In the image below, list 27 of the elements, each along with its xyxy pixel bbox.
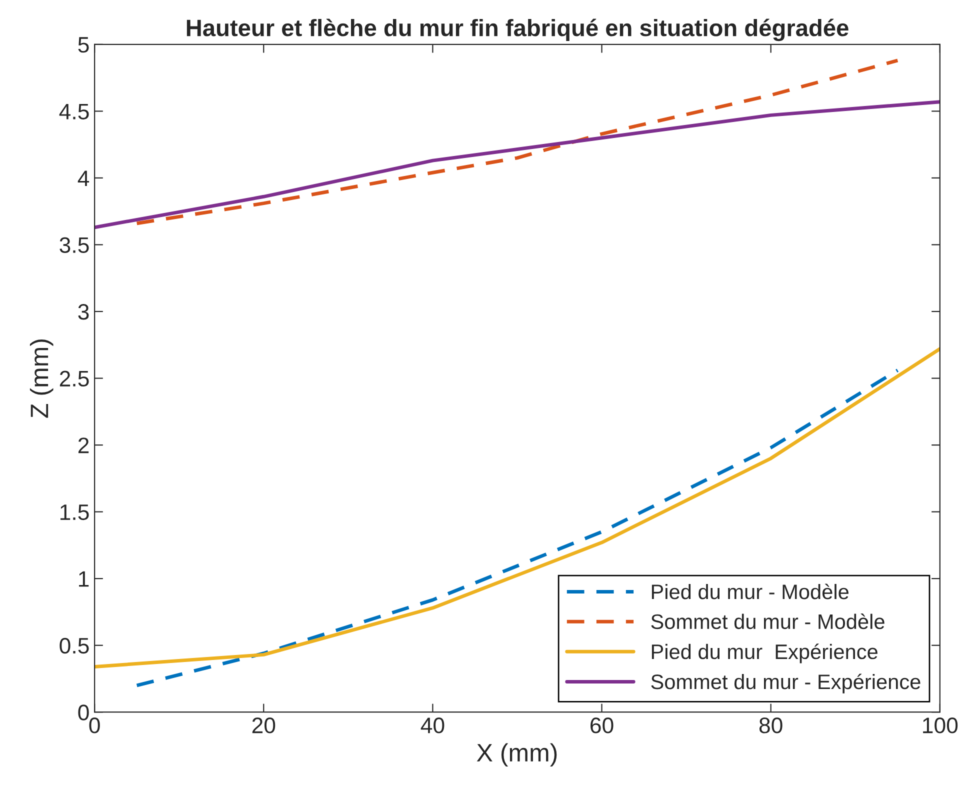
y-tick-label: 2.5 (60, 370, 89, 387)
legend-label: Sommet du mur - Modèle (651, 614, 884, 630)
y-tick-label: 1.5 (60, 504, 89, 520)
y-tick-label: 0.5 (60, 638, 89, 654)
y-tick-label: 1 (79, 571, 89, 587)
x-tick-label: 100 (923, 718, 958, 734)
legend-label: Pied du mur - Modèle (652, 584, 848, 600)
y-tick-label: 4 (78, 170, 90, 186)
line-series (135, 58, 900, 226)
chart-title: Hauteur et flèche du mur fin fabriqué en situation dégradée (186, 18, 848, 42)
x-axis-title: X (mm) (476, 743, 557, 767)
line-series (94, 347, 940, 668)
x-tick-label: 60 (590, 718, 614, 734)
x-tick-label: 0 (89, 718, 100, 734)
y-tick-label: 3.5 (60, 237, 89, 253)
y-axis-title: Z (mm) (30, 340, 54, 418)
y-tick-label: 4.5 (59, 104, 89, 120)
x-tick-label: 20 (252, 718, 276, 734)
line-series (94, 100, 940, 230)
y-tick-label: 3 (78, 304, 89, 320)
y-tick-label: 0 (78, 704, 89, 720)
x-tick-label: 80 (759, 718, 782, 734)
x-tick-label: 40 (420, 718, 444, 734)
y-tick-label: 2 (78, 438, 89, 454)
y-tick-label: 5 (78, 37, 89, 53)
legend-label: Sommet du mur - Expérience (651, 674, 920, 694)
legend-label: Pied du mur Expérience (652, 644, 878, 664)
